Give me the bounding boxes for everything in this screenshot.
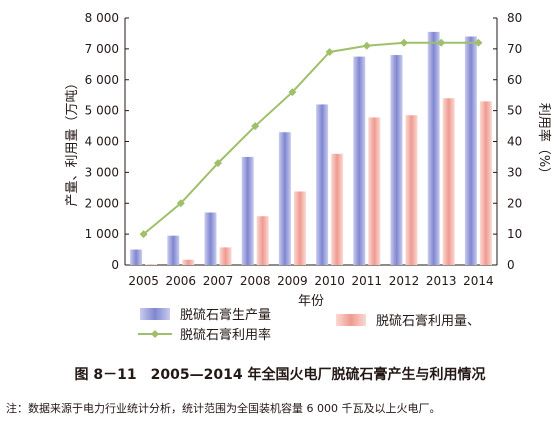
legend-swatch-production	[140, 308, 170, 320]
bar-production	[204, 212, 217, 265]
legend-label-utilization: 脱硫石膏利用量、	[376, 313, 480, 329]
x-tick-label: 2007	[203, 274, 234, 288]
legend-label-production: 脱硫石膏生产量	[180, 307, 271, 323]
left-tick-label: 7 000	[85, 42, 119, 56]
bar-production	[167, 235, 180, 265]
bar-production	[316, 104, 329, 265]
legend-swatch-utilization	[336, 314, 366, 326]
line-point-utilization-rate	[251, 122, 260, 131]
right-tick-label: 10	[507, 227, 522, 241]
bar-utilization	[145, 264, 158, 265]
bar-production	[353, 56, 366, 265]
bar-utilization	[219, 247, 232, 265]
x-tick-label: 2014	[463, 274, 494, 288]
right-tick-label: 20	[507, 196, 522, 210]
right-axis-title: 利用率（%）	[536, 103, 552, 180]
left-tick-label: 2 000	[85, 196, 119, 210]
right-tick-label: 70	[507, 42, 522, 56]
bar-production	[241, 156, 254, 265]
legend-label-rate: 脱硫石膏利用率	[180, 327, 271, 343]
bar-production	[130, 249, 143, 265]
bar-utilization	[442, 98, 455, 266]
left-tick-label: 1 000	[85, 227, 119, 241]
bar-production	[278, 132, 291, 265]
x-tick-label: 2011	[352, 274, 383, 288]
bar-utilization	[368, 117, 381, 265]
legend-swatch-rate-marker	[151, 330, 159, 338]
figure-note: 注：数据来源于电力行业统计分析，统计范围为全国装机容量 6 000 千瓦及以上火…	[6, 402, 441, 415]
line-point-utilization-rate	[362, 41, 371, 50]
line-point-utilization-rate	[325, 47, 334, 56]
bar-utilization	[405, 115, 418, 265]
right-tick-label: 0	[507, 258, 515, 272]
x-tick-label: 2008	[240, 274, 271, 288]
x-tick-label: 2013	[426, 274, 457, 288]
bar-utilization	[479, 101, 492, 265]
bar-utilization	[331, 153, 344, 265]
bar-production	[464, 36, 477, 266]
line-point-utilization-rate	[437, 38, 446, 47]
right-tick-label: 60	[507, 73, 522, 87]
line-point-utilization-rate	[400, 38, 408, 47]
x-tick-label: 2010	[314, 274, 345, 288]
bar-production	[390, 55, 403, 265]
line-point-utilization-rate	[176, 199, 185, 208]
left-tick-label: 5 000	[85, 104, 119, 118]
right-tick-label: 80	[507, 11, 522, 25]
line-utilization-rate	[142, 41, 479, 235]
right-tick-label: 30	[507, 165, 522, 179]
figure-caption: 图 8－11 2005—2014 年全国火电厂脱硫石膏产生与利用情况	[74, 367, 486, 383]
bar-utilization	[182, 259, 195, 265]
line-point-utilization-rate	[214, 159, 222, 168]
x-tick-label: 2006	[166, 274, 197, 288]
x-tick-label: 2009	[277, 274, 308, 288]
x-tick-label: 2005	[128, 274, 159, 288]
x-axis-title: 年份	[298, 294, 324, 309]
chart: 0 1 000 2 000 3 000 4 000 5 000 6 000 7 000 8 00…	[65, 11, 552, 343]
left-tick-label: 3 000	[85, 165, 119, 179]
right-tick-label: 50	[507, 104, 522, 118]
right-tick-label: 40	[507, 135, 522, 149]
line-point-utilization-rate	[288, 88, 297, 97]
line-point-utilization-rate	[139, 230, 148, 239]
bar-production	[427, 31, 440, 265]
x-tick-label: 2012	[389, 274, 420, 288]
left-axis-title: 产量、利用量（万吨）	[65, 76, 80, 206]
left-tick-label: 4 000	[85, 135, 119, 149]
line-point-utilization-rate	[474, 38, 483, 47]
left-tick-label: 6 000	[85, 73, 119, 87]
left-tick-label: 0	[111, 258, 119, 272]
bar-utilization	[293, 191, 306, 265]
left-tick-label: 8 000	[85, 11, 119, 25]
bar-utilization	[256, 216, 269, 265]
